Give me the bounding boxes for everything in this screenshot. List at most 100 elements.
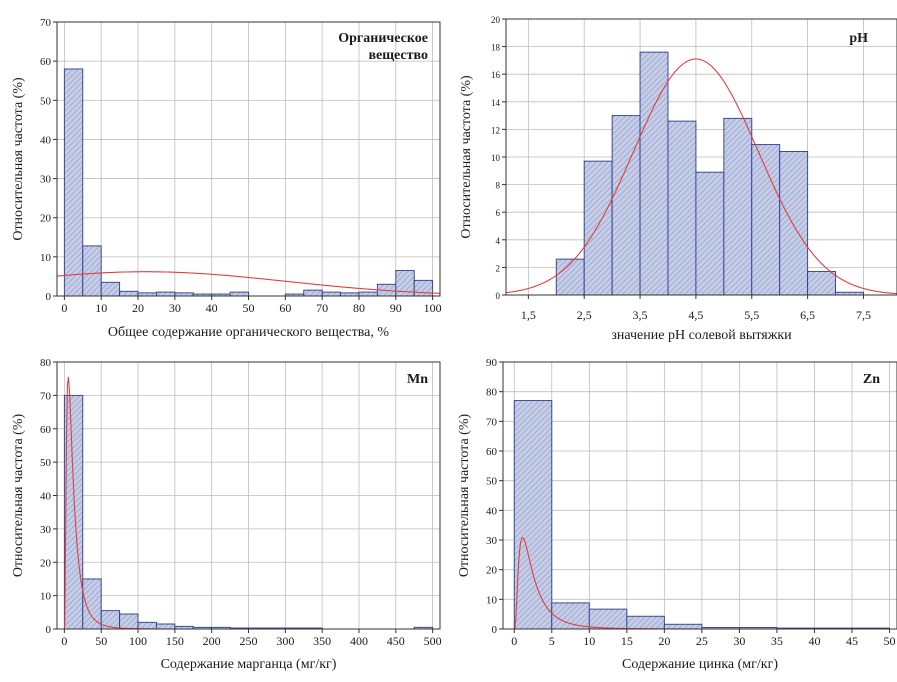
histogram-bar [100,281,121,297]
histogram-bar [155,291,176,297]
x-tick-label: 350 [313,634,331,648]
x-tick-label: 10 [95,301,107,315]
histogram-bar [779,151,809,296]
y-axis-label: Относительная частота (%) [11,77,26,241]
y-tick-label: 80 [40,357,52,369]
x-tick-label: 4,5 [688,308,703,322]
x-tick-label: 60 [279,301,291,315]
x-tick-label: 7,5 [856,308,871,322]
y-tick-label: 16 [491,70,501,80]
chart-mn: 0 10 20 30 40 50 60 70 80 0 50 100 150 200 250 300 350 40… [11,357,442,672]
y-tick-label: 60 [40,424,52,436]
histogram-bar [667,120,697,296]
y-tick-label: 50 [40,95,52,107]
y-tick-label: 10 [486,594,498,606]
y-tick-label: 14 [491,98,501,108]
histogram-bar [639,51,669,296]
x-tick-label: 25 [696,634,708,648]
histogram-bar [321,291,342,297]
histogram-bar [723,117,753,296]
x-tick-label: 35 [771,634,783,648]
x-tick-label: 45 [846,634,858,648]
x-tick-label: 40 [808,634,820,648]
histogram-bar [807,271,837,296]
histogram-bar [358,291,378,297]
x-tick-label: 200 [203,634,221,648]
fitted-curve [514,536,897,629]
histogram-bar [119,613,139,630]
x-axis-label: значение pH солевой вытяжки [611,328,792,343]
x-tick-label: 450 [387,634,405,648]
x-tick-label: 0 [61,634,67,648]
y-tick-label: 10 [40,252,52,264]
y-tick-label: 20 [40,557,52,569]
y-tick-label: 90 [486,357,498,369]
chart-ph: 0 2 4 6 8 10 12 14 16 18 20 1,5 2,5 3,5 4,5 5,5 6,5 7,5 зн… [459,15,897,343]
histogram-bar [119,290,139,297]
x-tick-label: 1,5 [521,308,536,322]
x-tick-label: 50 [883,634,895,648]
y-tick-label: 20 [40,213,52,225]
histogram-bar [137,621,157,630]
y-tick-label: 0 [46,291,52,303]
plot-area [503,362,897,629]
x-tick-label: 80 [353,301,365,315]
histogram-bar [155,623,176,630]
x-tick-label: 500 [424,634,442,648]
histogram-bar [611,115,641,296]
histogram-bar [551,602,590,630]
x-tick-label: 5,5 [744,308,759,322]
chart-title: Zn [863,372,880,387]
y-tick-label: 40 [40,134,52,146]
y-axis-label: Относительная частота (%) [459,75,474,239]
y-tick-label: 40 [40,491,52,503]
y-tick-label: 0 [46,624,52,636]
y-tick-label: 12 [491,125,500,135]
chart-zn: 0 10 20 30 40 50 60 70 80 90 0 5 10 15 20 25 30 35 40 45 50 С… [457,357,897,672]
fitted-curve [57,271,440,294]
x-axis-label: Общее содержание органического вещества,… [108,325,389,340]
histogram-bar [413,279,434,297]
chart-title: pH [849,31,868,46]
y-tick-label: 60 [40,56,52,68]
chart-organic: 0 10 20 30 40 50 60 70 0 10 20 30 40 50 60 70 80 90 100 Общ… [11,17,442,340]
y-tick-label: 6 [496,208,501,218]
x-tick-label: 50 [243,301,255,315]
fitted-curve [506,58,897,295]
y-tick-label: 50 [40,457,52,469]
histogram-bar [555,258,585,296]
x-tick-label: 0 [511,634,517,648]
x-tick-label: 100 [129,634,147,648]
y-tick-label: 8 [496,181,501,191]
histogram-bar [229,291,249,297]
x-tick-label: 20 [658,634,670,648]
x-tick-label: 20 [132,301,144,315]
x-tick-label: 30 [169,301,181,315]
x-tick-label: 2,5 [577,308,592,322]
x-tick-label: 90 [390,301,402,315]
y-tick-label: 10 [491,153,501,163]
y-tick-label: 0 [496,291,501,301]
y-tick-label: 30 [486,535,498,547]
x-tick-label: 250 [240,634,258,648]
y-tick-label: 0 [492,624,498,636]
x-tick-label: 300 [276,634,294,648]
x-tick-label: 3,5 [633,308,648,322]
x-tick-label: 30 [733,634,745,648]
y-tick-label: 40 [486,505,498,517]
x-axis-label: Содержание цинка (мг/кг) [622,657,778,672]
y-tick-label: 70 [40,17,52,29]
y-tick-label: 30 [40,174,52,186]
y-tick-label: 70 [486,416,498,428]
chart-title: вещество [368,48,428,63]
histogram-bar [82,245,102,297]
y-tick-label: 4 [496,236,501,246]
histogram-bar [695,171,725,296]
x-tick-label: 5 [549,634,555,648]
y-tick-label: 18 [491,43,501,53]
histogram-bar [513,400,553,630]
x-tick-label: 150 [166,634,184,648]
chart-title: Mn [407,372,428,387]
